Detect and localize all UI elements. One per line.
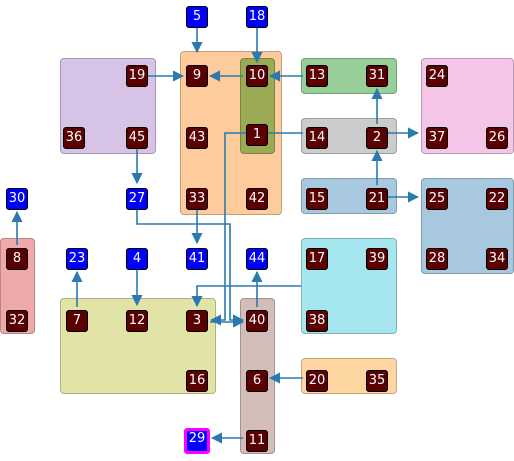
node-4[interactable]: 4 — [126, 248, 148, 270]
node-32[interactable]: 32 — [6, 310, 28, 332]
node-20[interactable]: 20 — [306, 370, 328, 392]
node-21[interactable]: 21 — [366, 188, 388, 210]
node-40[interactable]: 40 — [246, 310, 268, 332]
node-34[interactable]: 34 — [486, 248, 508, 270]
node-16[interactable]: 16 — [186, 370, 208, 392]
node-10[interactable]: 10 — [246, 65, 268, 87]
node-17[interactable]: 17 — [306, 248, 328, 270]
node-42[interactable]: 42 — [246, 188, 268, 210]
node-22[interactable]: 22 — [486, 188, 508, 210]
node-8[interactable]: 8 — [6, 248, 28, 270]
node-23[interactable]: 23 — [66, 248, 88, 270]
node-35[interactable]: 35 — [366, 370, 388, 392]
node-30[interactable]: 30 — [6, 188, 28, 210]
node-1[interactable]: 1 — [246, 124, 268, 146]
node-3[interactable]: 3 — [186, 310, 208, 332]
node-33[interactable]: 33 — [186, 188, 208, 210]
node-26[interactable]: 26 — [486, 127, 508, 149]
node-24[interactable]: 24 — [426, 65, 448, 87]
edge-38-to-3 — [191, 285, 301, 308]
node-44[interactable]: 44 — [246, 248, 268, 270]
node-11[interactable]: 11 — [246, 430, 268, 452]
node-2[interactable]: 2 — [366, 127, 388, 149]
node-15[interactable]: 15 — [306, 188, 328, 210]
node-5[interactable]: 5 — [186, 6, 208, 28]
node-9[interactable]: 9 — [186, 65, 208, 87]
node-38[interactable]: 38 — [306, 310, 328, 332]
node-18[interactable]: 18 — [246, 6, 268, 28]
node-31[interactable]: 31 — [366, 65, 388, 87]
node-6[interactable]: 6 — [246, 370, 268, 392]
node-14[interactable]: 14 — [306, 127, 328, 149]
node-7[interactable]: 7 — [66, 310, 88, 332]
node-19[interactable]: 19 — [126, 65, 148, 87]
node-12[interactable]: 12 — [126, 310, 148, 332]
node-36[interactable]: 36 — [63, 127, 85, 149]
node-37[interactable]: 37 — [426, 127, 448, 149]
node-39[interactable]: 39 — [366, 248, 388, 270]
node-43[interactable]: 43 — [186, 127, 208, 149]
node-27[interactable]: 27 — [126, 188, 148, 210]
node-28[interactable]: 28 — [426, 248, 448, 270]
node-25[interactable]: 25 — [426, 188, 448, 210]
node-29[interactable]: 29 — [184, 428, 210, 454]
node-41[interactable]: 41 — [186, 248, 208, 270]
node-13[interactable]: 13 — [306, 65, 328, 87]
node-45[interactable]: 45 — [126, 127, 148, 149]
